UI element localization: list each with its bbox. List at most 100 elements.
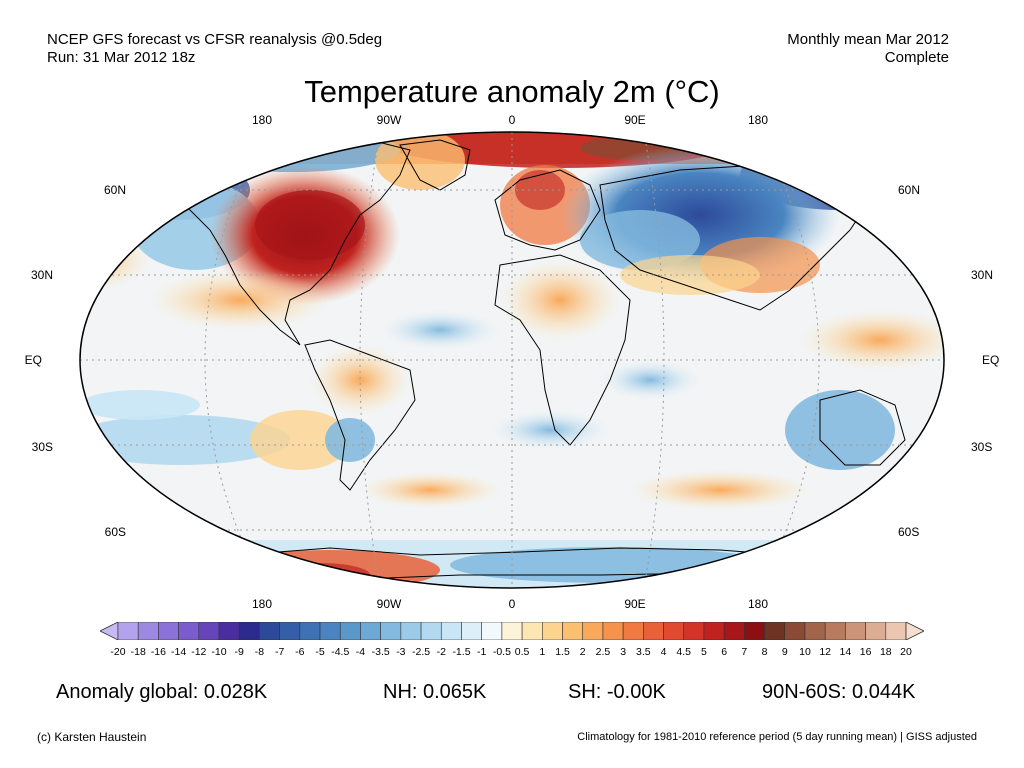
colorbar-tick-label: -2.5 — [412, 646, 431, 658]
colorbar-tick-label: 18 — [879, 646, 892, 658]
colorbar-tick-label: 9 — [781, 646, 788, 658]
colorbar-tick-label: -0.5 — [492, 646, 511, 658]
colorbar-tick-label: 2.5 — [595, 646, 611, 658]
colorbar-swatch — [582, 622, 604, 640]
lat-label-left-60s: 60S — [104, 525, 126, 539]
colorbar-tick-label: -5 — [315, 646, 325, 658]
colorbar-tick-label: -8 — [254, 646, 265, 658]
lat-label-left-30s: 30S — [31, 440, 53, 454]
colorbar-swatch — [198, 622, 220, 640]
colorbar-tick-label: 1.5 — [555, 646, 570, 658]
colorbar-tick-label: -12 — [191, 646, 207, 658]
period-label: Monthly mean Mar 2012 — [787, 31, 949, 48]
credit: (c) Karsten Haustein — [37, 730, 147, 744]
colorbar-swatch — [845, 622, 866, 640]
climatology-note: Climatology for 1981-2010 reference peri… — [577, 731, 977, 743]
colorbar-tick-label: -1.5 — [452, 646, 471, 658]
colorbar-tick-label: -18 — [130, 646, 146, 658]
colorbar-swatch — [481, 622, 503, 640]
stat-nh: NH: 0.065K — [383, 681, 487, 703]
stat-arctic: 90N-60S: 0.044K — [762, 681, 916, 703]
colorbar-tick-label: -4.5 — [331, 646, 350, 658]
colorbar-swatch — [158, 622, 179, 640]
lon-label-bottom-90e: 90E — [624, 597, 646, 611]
colorbar-tick-label: 14 — [839, 646, 852, 658]
lon-label-top-180w: 180 — [251, 113, 273, 127]
colorbar-swatch — [137, 622, 159, 640]
graticule — [80, 132, 944, 588]
colorbar-swatch — [663, 622, 685, 640]
colorbar-swatch — [279, 622, 301, 640]
colorbar-tick-label: -3 — [396, 646, 406, 658]
colorbar-tick-label: -2 — [436, 646, 446, 658]
colorbar-swatch — [380, 622, 402, 640]
colorbar-tick-label: -4 — [355, 646, 366, 658]
colorbar-swatch — [339, 622, 361, 640]
colorbar-over-triangle — [905, 622, 924, 640]
colorbar-swatch — [602, 622, 624, 640]
stat-sh: SH: -0.00K — [568, 681, 666, 703]
lon-label-bottom-180e: 180 — [747, 597, 769, 611]
colorbar-tick-label: 1 — [539, 646, 546, 658]
colorbar-tick-label: -14 — [171, 646, 187, 658]
lon-label-top-90e: 90E — [624, 113, 646, 127]
colorbar-swatch — [238, 622, 260, 640]
colorbar-tick-label: 10 — [799, 646, 811, 658]
header-left: NCEP GFS forecast vs CFSR reanalysis @0.… — [47, 31, 382, 67]
lat-label-right-30n: 30N — [971, 268, 994, 282]
colorbar-tick-label: -16 — [150, 646, 166, 658]
header-right: Monthly mean Mar 2012 Complete — [787, 31, 949, 67]
colorbar-tick-label: 2 — [579, 646, 586, 658]
colorbar-tick-label: -1 — [477, 646, 487, 658]
colorbar-tick-label: 12 — [819, 646, 832, 658]
colorbar-swatch — [804, 622, 826, 640]
lat-label-right-30s: 30S — [971, 440, 993, 454]
model-description: NCEP GFS forecast vs CFSR reanalysis @0.… — [47, 31, 383, 48]
map-title: Temperature anomaly 2m (°C) — [304, 74, 720, 109]
colorbar-swatch — [259, 622, 280, 640]
colorbar-swatch — [420, 622, 442, 640]
colorbar-swatch — [400, 622, 422, 640]
lat-label-left-30n: 30N — [30, 268, 53, 282]
stat-global: Anomaly global: 0.028K — [56, 681, 268, 703]
colorbar-swatch — [824, 622, 846, 640]
colorbar-swatch — [683, 622, 705, 640]
colorbar-swatch — [885, 622, 907, 640]
lon-label-bottom-180w: 180 — [251, 597, 273, 611]
colorbar — [100, 622, 924, 640]
colorbar-swatch — [764, 622, 786, 640]
colorbar-tick-label: -6 — [295, 646, 305, 658]
colorbar-tick-label: 0.5 — [514, 646, 530, 658]
lat-label-right-eq: EQ — [982, 353, 1000, 367]
lon-label-top-180e: 180 — [747, 113, 769, 127]
colorbar-tick-label: 4 — [660, 646, 667, 658]
colorbar-tick-label: 16 — [859, 646, 872, 658]
status-label: Complete — [884, 49, 949, 66]
lat-label-right-60s: 60S — [898, 525, 920, 539]
run-time: Run: 31 Mar 2012 18z — [47, 49, 196, 66]
colorbar-swatch — [440, 622, 462, 640]
colorbar-swatch — [784, 622, 806, 640]
globe-border — [79, 131, 945, 589]
lon-label-top-90w: 90W — [376, 113, 402, 127]
colorbar-tick-label: 8 — [761, 646, 768, 658]
colorbar-swatch — [865, 622, 887, 640]
lon-label-top-0: 0 — [508, 113, 516, 127]
colorbar-swatch — [744, 622, 765, 640]
colorbar-tick-label: 3.5 — [636, 646, 651, 658]
lon-label-bottom-0: 0 — [508, 597, 516, 611]
colorbar-swatch — [117, 622, 139, 640]
colorbar-swatch — [319, 622, 341, 640]
colorbar-tick-label: -9 — [234, 646, 244, 658]
lat-label-left-eq: EQ — [24, 353, 42, 367]
colorbar-tick-label: 4.5 — [676, 646, 692, 658]
colorbar-swatch — [299, 622, 321, 640]
colorbar-swatch — [562, 622, 584, 640]
colorbar-under-triangle — [100, 622, 119, 640]
colorbar-tick-label: 7 — [741, 646, 748, 658]
colorbar-swatch — [360, 622, 381, 640]
map-fill — [80, 132, 944, 588]
colorbar-tick-label: -20 — [110, 646, 126, 658]
